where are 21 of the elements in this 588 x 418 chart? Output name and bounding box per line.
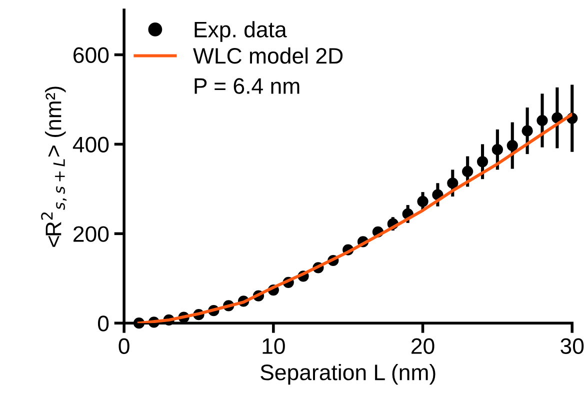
- x-axis-title: Separation L (nm): [260, 364, 436, 385]
- x-tick-label: 0: [118, 338, 130, 354]
- y-tick-label: 200: [74, 226, 109, 242]
- point: [492, 144, 504, 156]
- point: [447, 178, 458, 189]
- point: [476, 156, 488, 168]
- y-tick-label: 0: [98, 316, 109, 332]
- x-tick-label: 30: [560, 338, 584, 354]
- x-tick-label: 20: [412, 338, 434, 354]
- y-tick-label: 400: [72, 136, 109, 152]
- legend-label: WLC model 2D: [193, 47, 343, 64]
- y-tick-label: 600: [74, 47, 109, 64]
- point: [417, 196, 428, 208]
- point: [522, 125, 533, 136]
- point: [506, 140, 518, 152]
- annotation: P = 6.4 nm: [194, 78, 300, 94]
- legend-label: Exp. data: [194, 21, 287, 42]
- point: [536, 114, 548, 126]
- y-axis-title: <R$^{2}$$_{s,s+L}$> (nm²): [41, 86, 67, 247]
- point: [462, 166, 474, 178]
- x-tick-label: 10: [262, 338, 285, 354]
